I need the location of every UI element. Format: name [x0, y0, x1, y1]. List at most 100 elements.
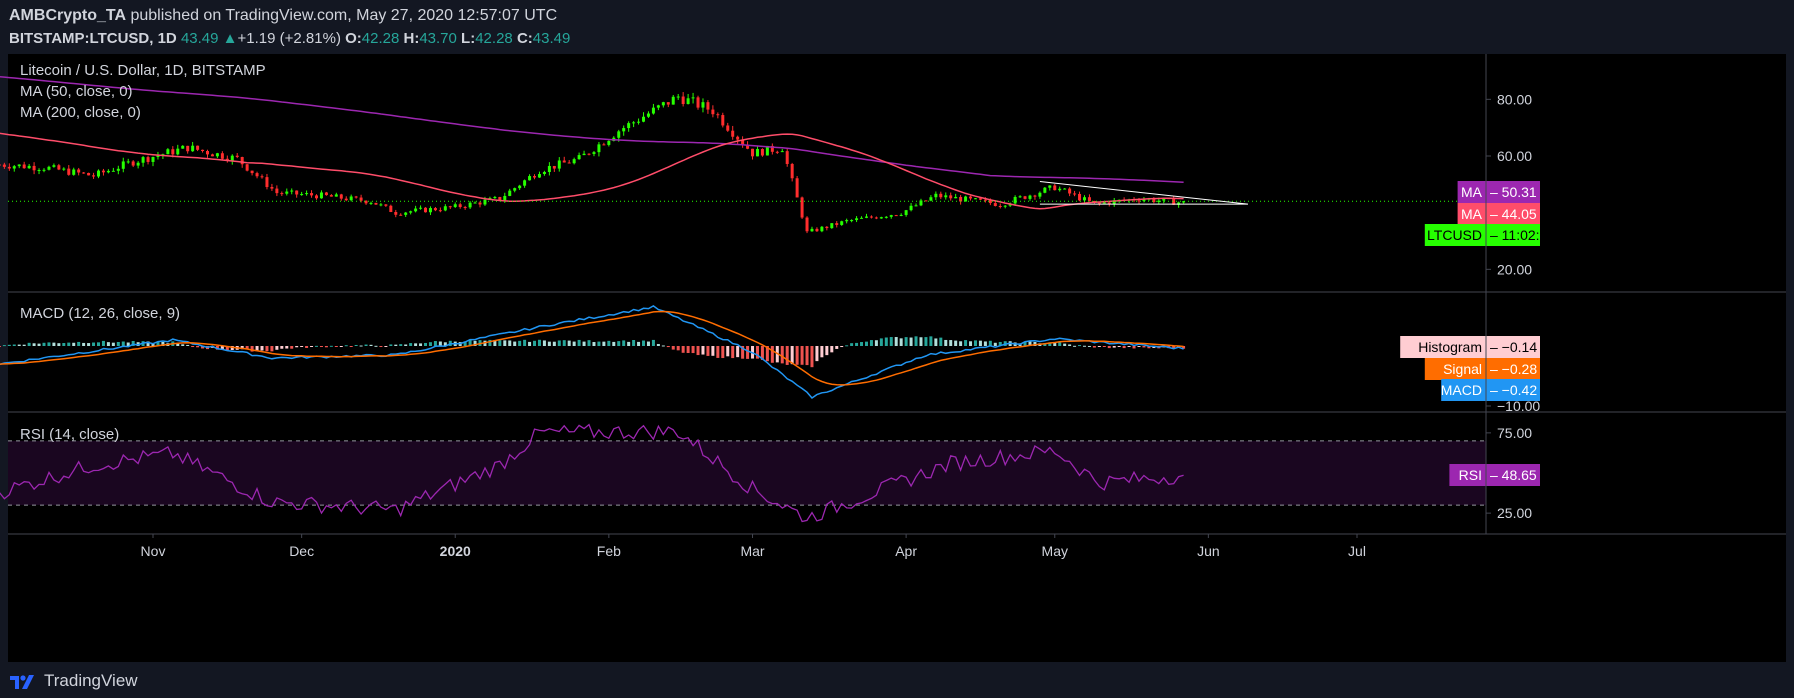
candle-body[interactable] — [899, 214, 903, 216]
candle-body[interactable] — [656, 105, 660, 108]
candle-body[interactable] — [181, 145, 185, 149]
candle-body[interactable] — [92, 175, 96, 177]
candle-body[interactable] — [409, 211, 413, 213]
ltcusd-countdown-badge[interactable]: LTCUSD – 11:02:58 — [1424, 224, 1556, 246]
candle-body[interactable] — [969, 196, 973, 199]
symbol-label[interactable]: BITSTAMP:LTCUSD, 1D — [9, 30, 177, 47]
candle-body[interactable] — [607, 140, 611, 145]
candle-body[interactable] — [978, 198, 982, 200]
ma50-line[interactable] — [0, 132, 1184, 210]
candle-body[interactable] — [1182, 201, 1186, 203]
candle-body[interactable] — [176, 148, 180, 155]
candle-body[interactable] — [77, 169, 81, 173]
candle-body[interactable] — [830, 223, 834, 229]
candle-body[interactable] — [453, 204, 457, 207]
candle-body[interactable] — [1043, 187, 1047, 193]
candle-body[interactable] — [587, 153, 591, 155]
candle-body[interactable] — [1038, 192, 1042, 197]
triangle-pattern-drawing[interactable] — [1039, 181, 1249, 205]
candle-body[interactable] — [523, 180, 527, 186]
candle-body[interactable] — [1073, 193, 1077, 195]
candle-body[interactable] — [404, 212, 408, 215]
candle-body[interactable] — [389, 205, 393, 212]
candle-body[interactable] — [800, 197, 804, 218]
candle-body[interactable] — [32, 165, 36, 171]
candle-body[interactable] — [929, 197, 933, 201]
rsi-line[interactable] — [0, 423, 1184, 523]
candle-body[interactable] — [1078, 193, 1082, 201]
macd-badge[interactable]: MACD – −0.42 — [1441, 379, 1540, 401]
candle-body[interactable] — [537, 174, 541, 178]
candle-body[interactable] — [731, 130, 735, 137]
candle-body[interactable] — [166, 149, 170, 155]
candle-body[interactable] — [1152, 198, 1156, 202]
candle-body[interactable] — [478, 202, 482, 205]
candle-body[interactable] — [860, 217, 864, 219]
candle-body[interactable] — [1018, 196, 1022, 198]
rsi-pane[interactable]: RSI – 48.65 — [0, 423, 1540, 523]
candle-body[interactable] — [468, 202, 472, 208]
candle-body[interactable] — [379, 204, 383, 206]
candle-body[interactable] — [201, 149, 205, 152]
candle-body[interactable] — [790, 163, 794, 179]
candle-body[interactable] — [315, 195, 319, 199]
candle-body[interactable] — [339, 194, 343, 199]
candle-body[interactable] — [384, 204, 388, 206]
candle-body[interactable] — [622, 128, 626, 132]
candle-body[interactable] — [879, 217, 883, 219]
candle-body[interactable] — [889, 215, 893, 217]
ma200-line[interactable] — [0, 75, 1184, 184]
candle-body[interactable] — [542, 171, 546, 175]
candle-body[interactable] — [1137, 200, 1141, 202]
candle-body[interactable] — [1028, 195, 1032, 199]
candle-body[interactable] — [438, 210, 442, 212]
candle-body[interactable] — [12, 166, 16, 169]
candle-body[interactable] — [498, 196, 502, 201]
candle-body[interactable] — [37, 170, 41, 172]
tradingview-logo-icon[interactable] — [10, 672, 38, 690]
candle-body[interactable] — [983, 199, 987, 201]
candle-body[interactable] — [210, 154, 214, 157]
candle-body[interactable] — [171, 149, 175, 155]
candle-body[interactable] — [874, 217, 878, 219]
candle-body[interactable] — [577, 155, 581, 160]
candle-body[interactable] — [191, 145, 195, 152]
candle-body[interactable] — [785, 151, 789, 164]
candle-body[interactable] — [280, 193, 284, 195]
candle-body[interactable] — [1087, 197, 1091, 201]
candle-body[interactable] — [637, 121, 641, 123]
candle-body[interactable] — [1177, 202, 1181, 205]
candle-body[interactable] — [394, 211, 398, 215]
signal-line[interactable] — [0, 310, 1184, 386]
candle-body[interactable] — [235, 155, 239, 158]
candle-body[interactable] — [914, 205, 918, 207]
candle-body[interactable] — [696, 97, 700, 108]
candle-body[interactable] — [721, 115, 725, 126]
candle-body[interactable] — [646, 113, 650, 117]
candle-body[interactable] — [582, 153, 586, 156]
candle-body[interactable] — [988, 200, 992, 204]
candle-body[interactable] — [701, 102, 705, 108]
candle-body[interactable] — [884, 216, 888, 218]
candle-body[interactable] — [904, 210, 908, 215]
candle-body[interactable] — [572, 159, 576, 164]
candle-body[interactable] — [1058, 188, 1062, 191]
candle-body[interactable] — [855, 218, 859, 221]
candle-body[interactable] — [146, 157, 150, 162]
candle-body[interactable] — [820, 226, 824, 232]
candle-body[interactable] — [597, 144, 601, 153]
candle-body[interactable] — [329, 195, 333, 197]
candle-body[interactable] — [840, 221, 844, 225]
candle-body[interactable] — [894, 215, 898, 217]
candle-body[interactable] — [691, 97, 695, 99]
candle-body[interactable] — [428, 208, 432, 213]
candle-body[interactable] — [528, 176, 532, 181]
candle-body[interactable] — [746, 144, 750, 149]
candle-body[interactable] — [186, 145, 190, 152]
candle-body[interactable] — [567, 162, 571, 164]
candle-body[interactable] — [864, 216, 868, 218]
candle-body[interactable] — [602, 144, 606, 146]
candle-body[interactable] — [62, 168, 66, 170]
candle-body[interactable] — [270, 187, 274, 189]
candle-body[interactable] — [324, 192, 328, 196]
